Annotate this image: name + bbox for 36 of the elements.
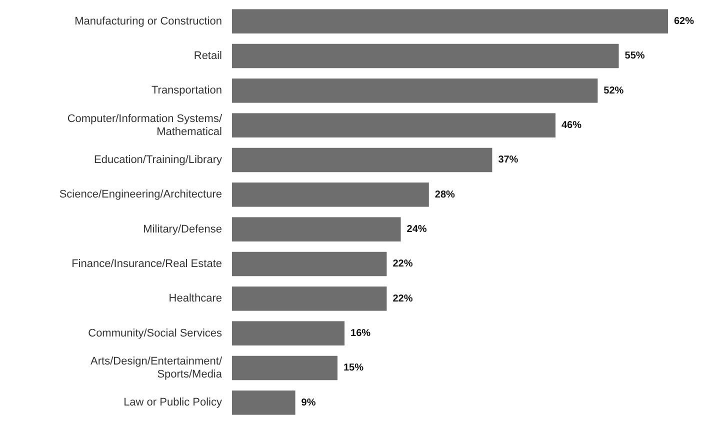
- y-tick-label: Military/Defense: [143, 223, 222, 236]
- y-tick-label: Finance/Insurance/Real Estate: [72, 258, 222, 270]
- y-tick-label: Transportation: [151, 84, 222, 97]
- bar: [232, 390, 296, 415]
- y-tick-label: Healthcare: [168, 292, 222, 305]
- data-label: 28%: [434, 189, 456, 200]
- bar: [232, 217, 401, 242]
- y-tick-label: Law or Public Policy: [124, 396, 222, 409]
- data-label: 24%: [406, 224, 427, 235]
- y-tick-label: Manufacturing or Construction: [74, 15, 222, 28]
- bar: [232, 286, 387, 311]
- data-label: 55%: [624, 50, 645, 62]
- y-tick-label: Community/Social Services: [88, 327, 222, 340]
- data-label: 46%: [561, 120, 582, 131]
- bar: [232, 113, 556, 138]
- data-label: 16%: [350, 328, 371, 339]
- bar: [232, 78, 598, 103]
- data-label: 22%: [392, 293, 413, 304]
- y-tick-label: Retail: [194, 50, 222, 62]
- bar: [232, 321, 345, 346]
- y-tick-label: Arts/Design/Entertainment/ Sports/Media: [90, 355, 223, 380]
- y-tick-label: Education/Training/Library: [94, 154, 222, 166]
- bar: [232, 148, 492, 172]
- bar: [232, 252, 387, 276]
- data-label: 9%: [301, 397, 316, 408]
- y-tick-label: Computer/Information Systems/ Mathematical: [67, 112, 223, 138]
- bar: [232, 44, 619, 68]
- data-label: 52%: [604, 85, 624, 96]
- y-tick-label: Science/Engineering/Architecture: [59, 188, 222, 201]
- data-label: 22%: [392, 258, 413, 270]
- data-label: 15%: [343, 362, 364, 374]
- data-label: 37%: [498, 154, 518, 166]
- bar: [232, 9, 668, 34]
- bar: [232, 182, 429, 207]
- bar: [232, 356, 338, 380]
- data-label: 62%: [674, 16, 694, 27]
